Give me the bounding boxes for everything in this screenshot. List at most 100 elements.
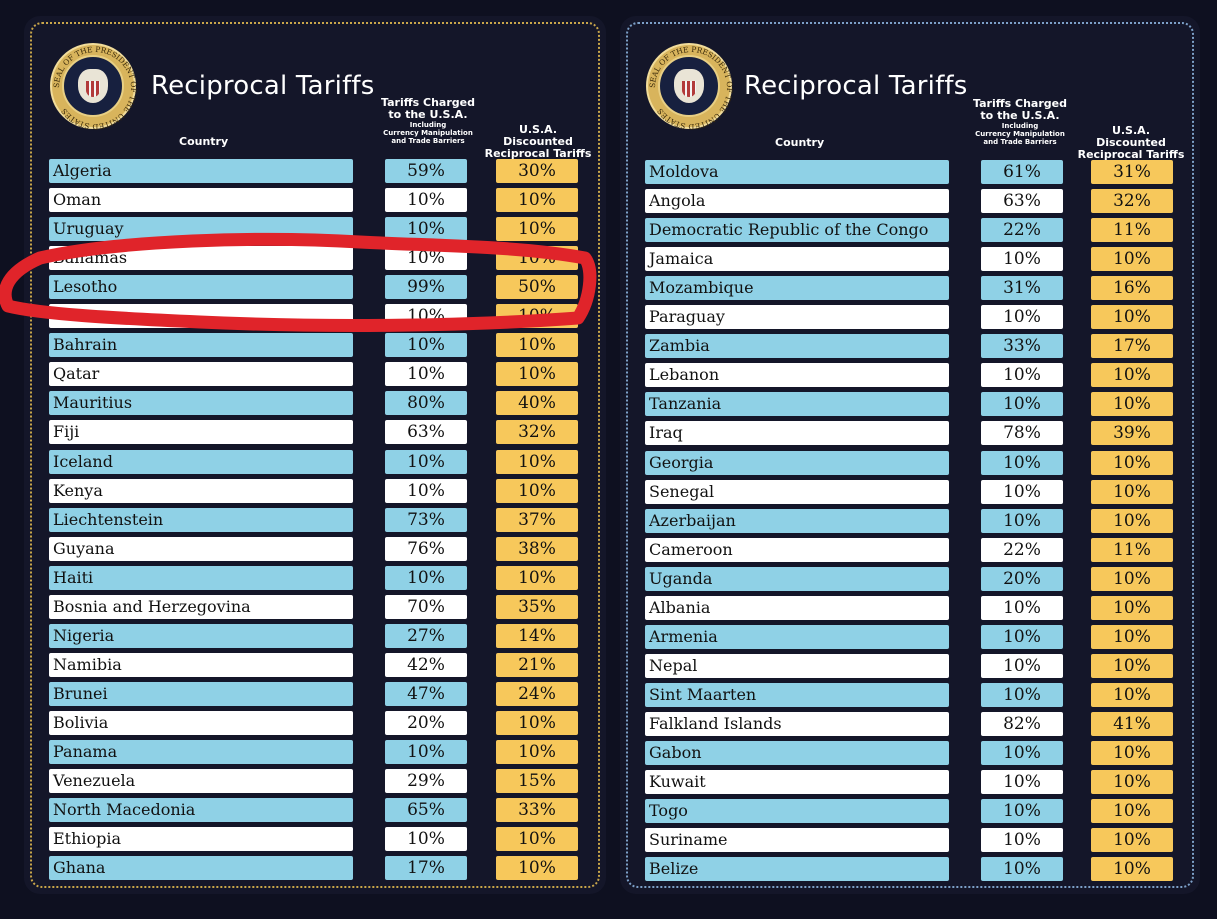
discounted-tariff-cell: 10% [1091,799,1173,824]
table-row: Georgia 10% 10% [620,450,1180,475]
discounted-tariff-cell: 32% [496,420,578,445]
presidential-seal-icon: SEAL OF THE PRESIDENT OF THE UNITED STAT… [646,43,734,131]
table-row: Nigeria 27% 14% [24,623,584,648]
country-cell: Bahrain [49,333,353,358]
tariff-charged-cell: 31% [981,276,1063,301]
discounted-tariff-cell: 10% [1091,450,1173,475]
table-row: Bolivia 20% 10% [24,710,584,735]
country-cell: Nepal [645,653,949,678]
table-row: Sint Maarten 10% 10% [620,682,1180,707]
discounted-tariff-cell: 16% [1091,276,1173,301]
discounted-tariff-cell: 35% [496,594,578,619]
tariff-charged-cell: 10% [981,857,1063,882]
discounted-tariff-cell: 38% [496,536,578,561]
country-cell: Tanzania [645,392,949,417]
discounted-tariff-cell: 11% [1091,218,1173,243]
discounted-tariff-cell: 10% [496,304,578,329]
page-title: Reciprocal Tariffs [744,71,968,101]
tariff-charged-cell: 47% [385,681,467,706]
country-cell: Gabon [645,741,949,765]
table-row: Senegal 10% 10% [620,479,1180,504]
country-cell: Bahamas [49,246,353,271]
tariff-charged-cell: 10% [981,682,1063,707]
country-cell: Uruguay [49,217,353,242]
country-cell: Haiti [49,565,353,590]
table-row: Iraq 78% 39% [620,421,1180,446]
country-cell: Paraguay [645,305,949,330]
country-cell: Moldova [645,160,949,184]
discounted-tariff-cell: 10% [496,565,578,590]
tariff-charged-cell: 42% [385,652,467,677]
table-row: Algeria 59% 30% [24,159,584,183]
country-cell: Senegal [645,479,949,504]
table-row: Uganda 20% 10% [620,566,1180,591]
country-cell [49,304,353,329]
tariff-charged-cell: 82% [981,711,1063,736]
table-row: Qatar 10% 10% [24,362,584,387]
table-row: Bosnia and Herzegovina 70% 35% [24,594,584,619]
discounted-tariff-cell: 10% [1091,508,1173,533]
discounted-tariff-cell: 10% [1091,682,1173,707]
country-cell: Mauritius [49,391,353,416]
table-row: Falkland Islands 82% 41% [620,711,1180,736]
tariff-charged-cell: 80% [385,391,467,416]
discounted-tariff-cell: 10% [496,740,578,764]
table-row: Angola 63% 32% [620,189,1180,214]
country-cell: Mozambique [645,276,949,301]
discounted-tariff-cell: 10% [496,362,578,387]
country-cell: Venezuela [49,769,353,794]
country-cell: Georgia [645,450,949,475]
table-row: Belize 10% 10% [620,857,1180,882]
table-row: Panama 10% 10% [24,740,584,764]
table-row: Guyana 76% 38% [24,536,584,561]
table-row: Iceland 10% 10% [24,449,584,474]
tariffs-charged-column-header: Tariffs Charged to the U.S.A. Including … [973,97,1067,147]
tariff-charged-cell: 10% [981,595,1063,620]
tariff-charged-cell: 76% [385,536,467,561]
table-row: 10% 10% [24,304,584,329]
tariff-charged-cell: 22% [981,218,1063,243]
discounted-tariff-cell: 10% [496,217,578,242]
country-cell: Kenya [49,478,353,503]
country-cell: Ghana [49,856,353,881]
tariff-charged-cell: 27% [385,623,467,648]
table-row: Mozambique 31% 16% [620,276,1180,301]
tariff-charged-cell: 10% [385,449,467,474]
discounted-tariff-cell: 10% [1091,595,1173,620]
tariff-charged-cell: 10% [385,362,467,387]
table-row: North Macedonia 65% 33% [24,798,584,823]
table-row: Azerbaijan 10% 10% [620,508,1180,533]
country-cell: Algeria [49,159,353,183]
table-row: Democratic Republic of the Congo 22% 11% [620,218,1180,243]
discounted-tariff-cell: 10% [1091,305,1173,330]
discounted-tariff-cell: 33% [496,798,578,823]
discounted-tariff-cell: 10% [496,827,578,852]
table-row: Suriname 10% 10% [620,828,1180,853]
discounted-tariff-cell: 10% [496,246,578,271]
discounted-tariff-cell: 10% [1091,624,1173,649]
country-cell: Qatar [49,362,353,387]
table-row: Uruguay 10% 10% [24,217,584,242]
table-row: Bahrain 10% 10% [24,333,584,358]
tariff-charged-cell: 22% [981,537,1063,562]
table-row: Moldova 61% 31% [620,160,1180,184]
country-cell: Togo [645,799,949,824]
tariff-charged-cell: 29% [385,769,467,794]
discounted-tariff-cell: 14% [496,623,578,648]
discounted-tariff-cell: 41% [1091,711,1173,736]
table-row: Nepal 10% 10% [620,653,1180,678]
country-cell: Albania [645,595,949,620]
presidential-seal-icon: SEAL OF THE PRESIDENT OF THE UNITED STAT… [50,43,138,131]
table-row: Liechtenstein 73% 37% [24,507,584,532]
table-row: Brunei 47% 24% [24,681,584,706]
country-cell: Liechtenstein [49,507,353,532]
tariff-charged-cell: 10% [981,624,1063,649]
tariff-charged-cell: 10% [981,247,1063,272]
table-row: Ghana 17% 10% [24,856,584,881]
tariff-charged-cell: 10% [385,188,467,213]
country-cell: Bolivia [49,710,353,735]
discounted-tariff-cell: 50% [496,275,578,300]
country-cell: Panama [49,740,353,764]
country-cell: Falkland Islands [645,711,949,736]
discounted-tariff-cell: 10% [1091,479,1173,504]
